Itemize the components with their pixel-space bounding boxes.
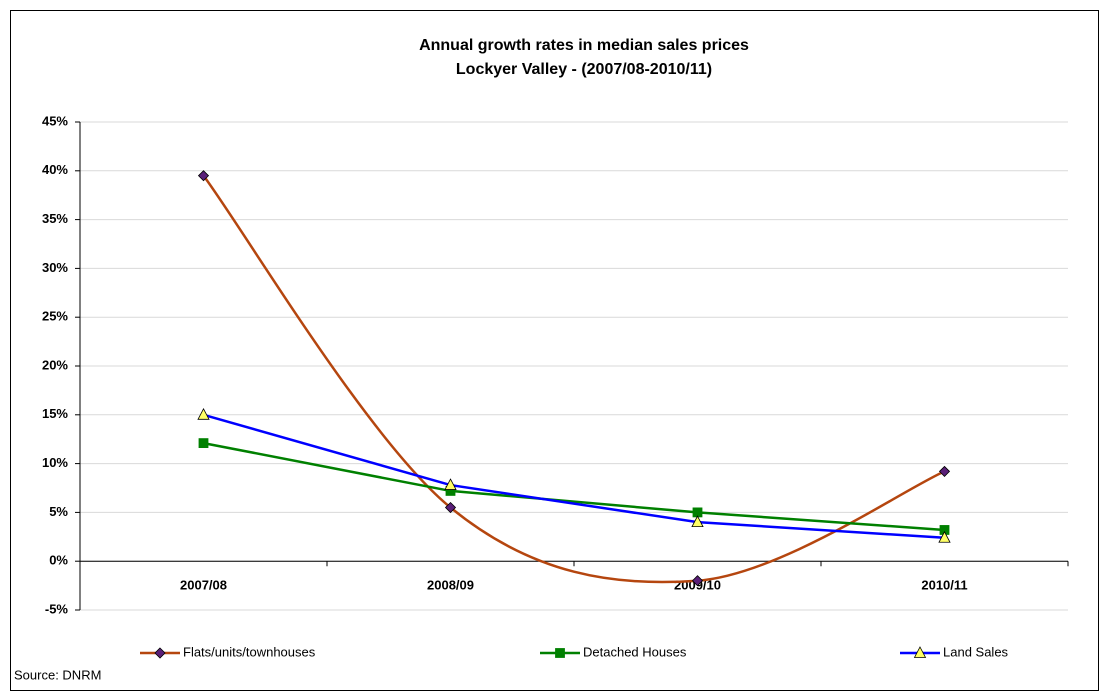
x-tick-label: 2010/11 [921, 577, 967, 592]
legend-label: Land Sales [943, 644, 1009, 659]
data-point [198, 438, 209, 449]
y-tick-label: 40% [42, 162, 68, 177]
chart-subtitle: Lockyer Valley - (2007/08-2010/11) [456, 61, 712, 78]
series-line [202, 174, 946, 584]
y-tick-label: 45% [42, 113, 68, 128]
legend-label: Flats/units/townhouses [183, 644, 316, 659]
data-point [691, 575, 704, 587]
y-tick-label: 15% [42, 406, 68, 421]
chart-border [10, 10, 1099, 691]
y-tick-label: 25% [42, 309, 68, 324]
y-tick-label: 0% [49, 553, 68, 568]
data-point [444, 501, 457, 514]
x-tick-label: 2008/09 [427, 577, 474, 592]
data-point [197, 407, 210, 420]
data-point [938, 530, 951, 543]
y-tick-label: 5% [49, 504, 68, 519]
y-tick-label: 10% [42, 455, 68, 470]
legend-marker [913, 646, 927, 658]
series-line [203, 441, 945, 532]
x-tick-label: 2007/08 [180, 577, 227, 592]
data-point [444, 478, 457, 490]
legend-marker [555, 648, 565, 658]
series-line [203, 413, 945, 540]
chart-title: Annual growth rates in median sales pric… [419, 37, 749, 54]
y-tick-label: 30% [42, 260, 68, 275]
legend-marker [154, 647, 166, 659]
data-point [938, 465, 951, 477]
source-note: Source: DNRM [14, 667, 101, 682]
y-tick-label: 20% [42, 357, 68, 372]
y-tick-label: 35% [42, 211, 68, 226]
data-point [197, 170, 210, 182]
data-point [691, 515, 704, 528]
y-tick-label: -5% [45, 601, 69, 616]
legend-label: Detached Houses [583, 644, 687, 659]
